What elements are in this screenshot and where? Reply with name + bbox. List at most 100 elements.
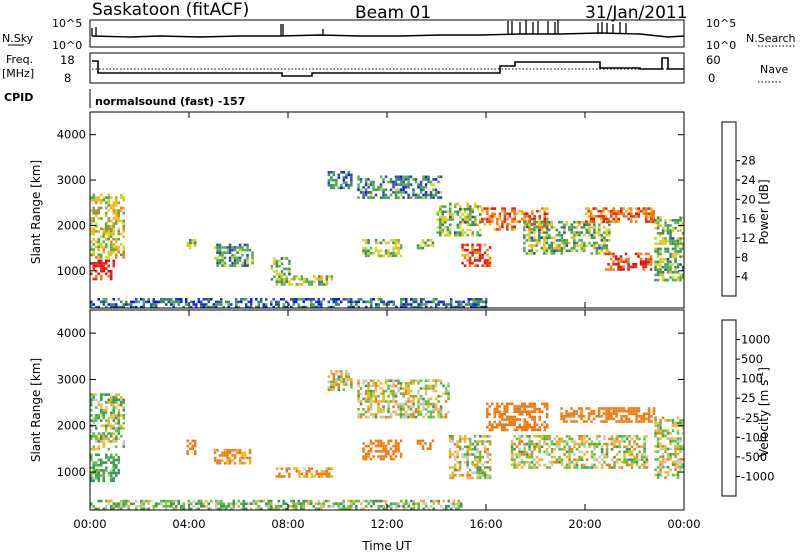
echo-cell <box>422 402 425 406</box>
echo-cell <box>676 219 680 222</box>
echo-cell <box>357 382 360 385</box>
echo-cell <box>400 300 403 304</box>
echo-cell <box>674 247 677 251</box>
y-tick-label: 3000 <box>57 173 86 187</box>
echo-cell <box>620 437 624 441</box>
echo-cell <box>250 502 253 505</box>
echo-cell <box>190 305 193 309</box>
echo-cell <box>117 505 120 508</box>
echo-cell <box>120 398 123 402</box>
echo-cell <box>603 455 606 459</box>
echo-cell <box>213 246 217 249</box>
echo-cell <box>257 305 260 309</box>
echo-cell <box>379 392 383 395</box>
echo-cell <box>97 209 100 212</box>
echo-cell <box>659 239 662 243</box>
echo-cell <box>332 380 336 384</box>
echo-cell <box>491 217 494 221</box>
echo-cell <box>215 505 218 508</box>
echo-cell <box>110 507 113 511</box>
echo-cell <box>115 219 118 223</box>
echo-cell <box>555 440 559 443</box>
echo-cell <box>107 416 110 420</box>
echo-cell <box>233 259 237 262</box>
echo-cell <box>110 253 113 257</box>
echo-cell <box>117 219 120 223</box>
echo-cell <box>364 389 368 393</box>
echo-cell <box>270 278 274 281</box>
echo-cell <box>267 502 270 505</box>
echo-cell <box>669 229 672 232</box>
echo-cell <box>325 275 329 278</box>
echo-cell <box>97 237 100 241</box>
echo-cell <box>647 257 650 261</box>
echo-cell <box>117 469 120 472</box>
echo-cell <box>486 212 489 216</box>
echo-cell <box>656 424 660 427</box>
echo-cell <box>92 193 95 197</box>
echo-cell <box>595 435 599 438</box>
echo-cell <box>92 476 95 480</box>
echo-cell <box>107 393 110 396</box>
echo-cell <box>135 298 138 301</box>
echo-cell <box>374 413 378 416</box>
power-colorbar-label: Power [dB] <box>757 179 771 244</box>
echo-cell <box>550 442 554 446</box>
echo-cell <box>189 244 192 247</box>
echo-cell <box>622 268 625 271</box>
echo-cell <box>112 250 115 254</box>
echo-cell <box>95 393 98 396</box>
echo-cell <box>283 475 286 478</box>
echo-cell <box>461 231 464 234</box>
echo-cell <box>582 420 586 423</box>
echo-cell <box>659 468 662 472</box>
echo-cell <box>513 466 516 469</box>
echo-cell <box>590 463 594 467</box>
echo-cell <box>409 382 413 385</box>
echo-cell <box>493 420 496 424</box>
echo-cell <box>625 437 629 441</box>
echo-cell <box>372 298 375 301</box>
echo-cell <box>231 264 234 267</box>
echo-cell <box>659 424 662 427</box>
echo-cell <box>112 456 115 459</box>
echo-cell <box>659 219 662 222</box>
nave-label: Nave <box>760 63 788 76</box>
echo-cell <box>453 450 457 454</box>
echo-cell <box>222 305 225 309</box>
search-label: N.Search <box>746 32 796 45</box>
echo-cell <box>610 407 613 410</box>
echo-cell <box>374 249 378 252</box>
echo-cell <box>372 185 375 189</box>
echo-cell <box>430 499 433 503</box>
echo-cell <box>207 300 210 304</box>
echo-cell <box>457 303 460 306</box>
colorbar-tick-label: 24 <box>741 173 756 187</box>
echo-cell <box>250 507 253 511</box>
echo-cell <box>110 305 113 309</box>
echo-cell <box>610 448 614 451</box>
echo-cell <box>117 298 120 301</box>
echo-cell <box>441 218 444 221</box>
echo-cell <box>288 280 291 284</box>
echo-cell <box>592 215 595 218</box>
echo-cell <box>330 184 333 187</box>
echo-cell <box>520 450 524 454</box>
echo-cell <box>533 448 536 451</box>
echo-cell <box>107 193 110 197</box>
echo-cell <box>362 193 365 197</box>
echo-cell <box>508 423 511 426</box>
echo-cell <box>643 435 646 438</box>
echo-cell <box>543 402 546 406</box>
echo-cell <box>228 246 232 249</box>
echo-cell <box>451 453 454 456</box>
echo-cell <box>669 268 672 271</box>
echo-cell <box>278 278 281 281</box>
echo-cell <box>587 209 590 213</box>
echo-cell <box>297 502 300 505</box>
echo-cell <box>422 400 425 403</box>
echo-cell <box>468 476 472 480</box>
echo-cell <box>318 283 321 286</box>
echo-cell <box>498 228 502 231</box>
echo-cell <box>110 243 113 246</box>
